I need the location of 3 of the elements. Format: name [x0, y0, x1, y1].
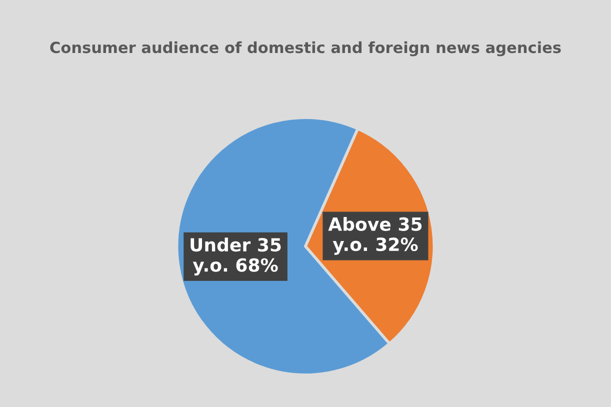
slice-label: Above 35 y.o. 32%	[328, 216, 422, 255]
chart-title: Consumer audience of domestic and foreign news agencies	[50, 41, 561, 56]
slice-label: Under 35 y.o. 68%	[190, 238, 281, 276]
